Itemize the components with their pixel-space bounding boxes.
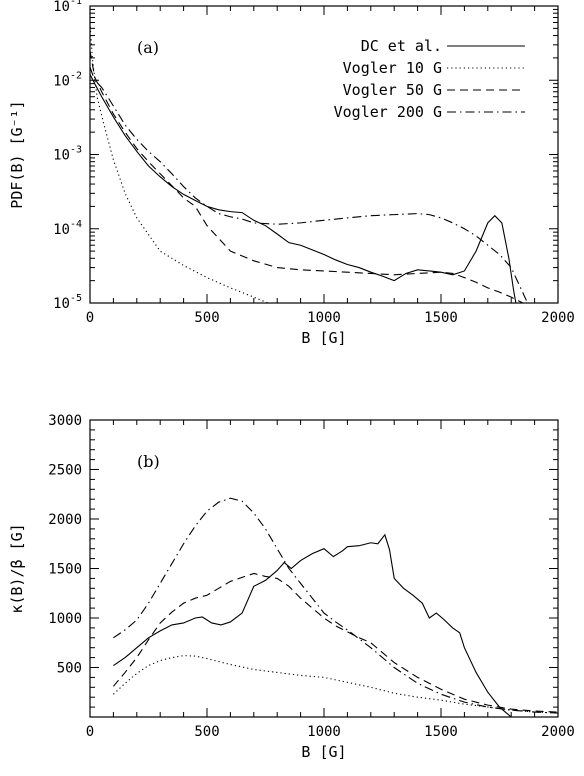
series-line-vogler-10-g (90, 22, 269, 303)
y-tick-label: 3000 (48, 413, 82, 429)
x-tick-label: 1500 (424, 310, 458, 326)
legend: DC et al. Vogler 10 G Vogler 50 G Vogler 20… (334, 37, 525, 121)
y-axis-label: κ(B)/β [G] (8, 523, 26, 613)
x-tick-label: 500 (194, 724, 219, 740)
series-line-vogler-50-g (112, 572, 558, 713)
series-line-vogler-200-g (113, 497, 558, 714)
plot-frame (89, 419, 559, 718)
panel-label: (a) (137, 38, 159, 57)
x-axis-label: B [G] (301, 329, 346, 347)
legend-label: DC et al. (361, 37, 442, 55)
legend-label: Vogler 200 G (334, 103, 442, 121)
series-line-vogler-50-g (90, 50, 525, 303)
x-tick-label: 0 (86, 724, 94, 740)
y-tick-label: 2500 (48, 463, 82, 479)
y-tick-label: 10-1 (53, 0, 82, 15)
y-tick-label: 10-3 (53, 145, 82, 164)
x-tick-label: 2000 (541, 310, 575, 326)
series-line-vogler-10-g (113, 655, 558, 714)
series-group (90, 22, 529, 303)
x-axis-label: B [G] (301, 743, 346, 761)
x-tick-label: 1000 (307, 310, 341, 326)
y-tick-label: 2000 (48, 512, 82, 528)
y-tick-label: 10-5 (53, 293, 82, 312)
x-tick-label: 1500 (424, 724, 458, 740)
x-tick-label: 2000 (541, 724, 575, 740)
series-line-dc-et-al- (90, 74, 517, 303)
series-group (112, 497, 558, 717)
y-axis-label: PDF(B) [G⁻¹] (8, 100, 26, 208)
x-tick-label: 1000 (307, 724, 341, 740)
panel-label: (b) (137, 452, 160, 471)
y-tick-label: 500 (57, 661, 82, 677)
y-tick-label: 1500 (48, 562, 82, 578)
y-tick-label: 10-2 (53, 70, 82, 89)
x-tick-label: 500 (194, 310, 219, 326)
legend-label: Vogler 10 G (343, 59, 442, 77)
y-tick-label: 10-4 (53, 219, 82, 238)
x-tick-label: 0 (86, 310, 94, 326)
plot-frame (89, 5, 559, 304)
panel-b: 0 500 1000 1500 2000 500 1000 1500 2000 2500 3000 B… (8, 413, 575, 761)
y-tick-label: 1000 (48, 611, 82, 627)
series-line-vogler-200-g (90, 66, 529, 303)
series-line-dc-et-al- (113, 533, 512, 717)
panel-a: 0 500 1000 1500 2000 10-5 10-4 10-3 10-2 10-1 B [G… (8, 0, 575, 347)
legend-label: Vogler 50 G (343, 81, 442, 99)
